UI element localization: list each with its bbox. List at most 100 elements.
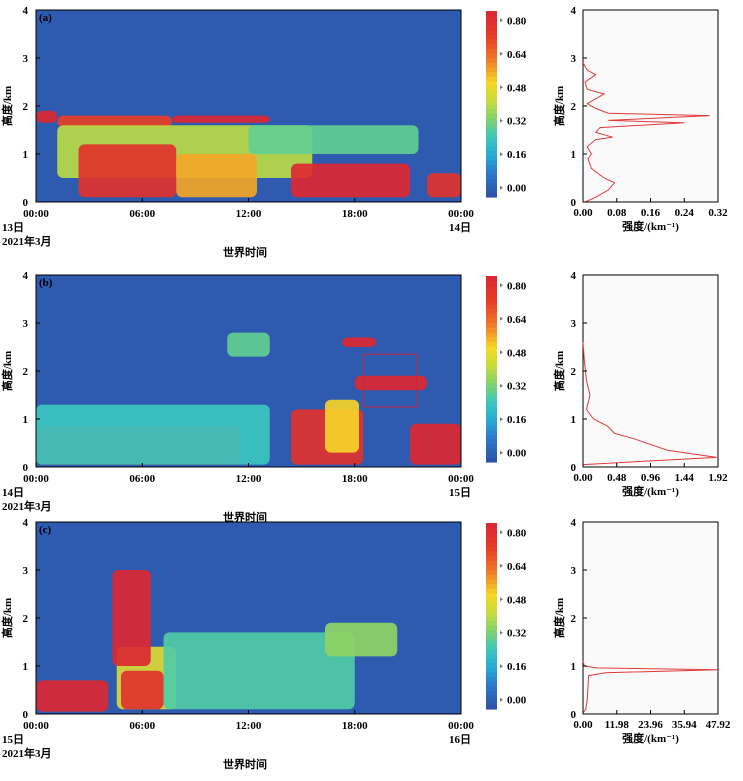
colorbar-segment — [486, 294, 497, 300]
colorbar-segment — [486, 141, 497, 147]
colorbar-segment — [486, 364, 497, 370]
colorbar-segment — [486, 66, 497, 73]
colorbar-tick-label: 0.16 — [507, 149, 527, 161]
colorbar-segment — [486, 113, 497, 119]
heatmap-region-8 — [427, 173, 461, 198]
colorbar-tick-mark — [500, 85, 503, 90]
colorbar-tick-mark — [500, 152, 503, 157]
profile-y-tick-label: 3 — [571, 318, 577, 330]
profile-x-tick-label: 0.00 — [573, 719, 593, 731]
colorbar-segment — [486, 38, 497, 45]
colorbar-segment — [486, 438, 497, 444]
colorbar-segment — [486, 555, 497, 561]
colorbar-segment — [486, 527, 497, 533]
colorbar-segment — [486, 550, 497, 557]
colorbar-segment — [486, 164, 497, 170]
colorbar-segment — [486, 345, 497, 351]
heatmap-region-0 — [36, 680, 109, 712]
profile-x-axis-label: 强度/(km⁻¹) — [622, 219, 679, 233]
heatmap-region-1 — [57, 115, 172, 128]
colorbar-tick-mark — [500, 51, 503, 56]
profile-x-axis-label: 强度/(km⁻¹) — [622, 484, 679, 498]
colorbar-segment — [486, 420, 497, 426]
colorbar-segment — [486, 331, 497, 338]
colorbar-segment — [486, 178, 497, 184]
colorbar-segment — [486, 369, 497, 375]
day-label-start: 14日 — [2, 486, 24, 499]
profile-y-tick-label: 2 — [571, 101, 577, 113]
colorbar-tick-mark — [500, 350, 503, 355]
colorbar-segment — [486, 48, 497, 54]
profile-line — [582, 661, 718, 714]
y-tick-label: 2 — [23, 366, 29, 378]
colorbar-segment — [486, 448, 497, 454]
profile-background — [583, 522, 718, 714]
profile-line — [582, 62, 710, 203]
profile-y-axis-label: 高度/km — [552, 86, 566, 126]
colorbar-segment — [486, 685, 497, 691]
colorbar-segment — [486, 85, 497, 91]
profile-y-tick-label: 3 — [571, 53, 577, 65]
x-axis-label: 世界时间 — [223, 757, 267, 771]
profile-y-tick-label: 1 — [571, 661, 577, 673]
colorbar-segment — [486, 387, 497, 393]
x-tick-label: 12:00 — [236, 720, 262, 732]
colorbar-segment — [486, 373, 497, 379]
profile-y-tick-label: 0 — [571, 197, 577, 209]
profile-y-tick-label: 0 — [571, 462, 577, 474]
colorbar-segment — [486, 690, 497, 696]
x-tick-label: 00:00 — [448, 473, 474, 485]
colorbar-segment — [486, 392, 497, 398]
colorbar-segment — [486, 541, 497, 547]
year-month-label: 2021年3月 — [2, 234, 52, 248]
colorbar-segment — [486, 308, 497, 314]
colorbar-tick-label: 0.32 — [507, 116, 527, 128]
colorbar-tick-label: 0.00 — [507, 183, 527, 195]
colorbar-segment — [486, 52, 497, 59]
colorbar-segment — [486, 634, 497, 640]
colorbar-segment — [486, 183, 497, 189]
day-label-end: 14日 — [449, 221, 471, 234]
colorbar-segment — [486, 359, 497, 365]
day-label-start: 13日 — [2, 221, 24, 234]
colorbar-segment — [486, 681, 497, 687]
colorbar-tick-mark — [500, 417, 503, 422]
profile-y-tick-label: 2 — [571, 613, 577, 625]
colorbar-tick-mark — [500, 283, 503, 288]
x-tick-label: 00:00 — [23, 720, 49, 732]
x-tick-label: 06:00 — [129, 473, 155, 485]
heatmap-region-7 — [248, 125, 419, 154]
colorbar-segment — [486, 410, 497, 417]
colorbar-tick-mark — [500, 597, 503, 602]
colorbar-segment — [486, 350, 497, 356]
colorbar-segment — [486, 187, 497, 193]
colorbar-segment — [486, 606, 497, 612]
colorbar-segment — [486, 341, 497, 347]
colorbar-segment — [486, 648, 497, 654]
colorbar-segment — [486, 578, 497, 585]
x-tick-label: 18:00 — [342, 208, 368, 220]
colorbar-segment — [486, 662, 497, 668]
y-tick-label: 0 — [23, 197, 29, 209]
colorbar-tick-mark — [500, 697, 503, 702]
colorbar-segment — [486, 695, 497, 701]
x-tick-label: 00:00 — [23, 473, 49, 485]
colorbar-segment — [486, 592, 497, 598]
y-axis-label: 高度/km — [0, 351, 14, 391]
colorbar-segment — [486, 671, 497, 678]
selection-box — [363, 353, 418, 408]
x-axis-label: 世界时间 — [223, 245, 267, 259]
year-month-label: 2021年3月 — [2, 499, 52, 513]
colorbar-segment — [486, 639, 497, 645]
colorbar-segment — [486, 169, 497, 175]
profile-x-tick-label: 11.98 — [605, 719, 630, 731]
colorbar-segment — [486, 108, 497, 114]
colorbar-segment — [486, 452, 497, 458]
x-tick-label: 00:00 — [23, 208, 49, 220]
colorbar-segment — [486, 597, 497, 603]
heatmap-region-5 — [176, 154, 257, 198]
colorbar-segment — [486, 150, 497, 156]
panel-label: (a) — [39, 12, 52, 24]
profile-x-tick-label: 0.24 — [675, 207, 695, 219]
profile-x-tick-label: 0.96 — [641, 472, 661, 484]
